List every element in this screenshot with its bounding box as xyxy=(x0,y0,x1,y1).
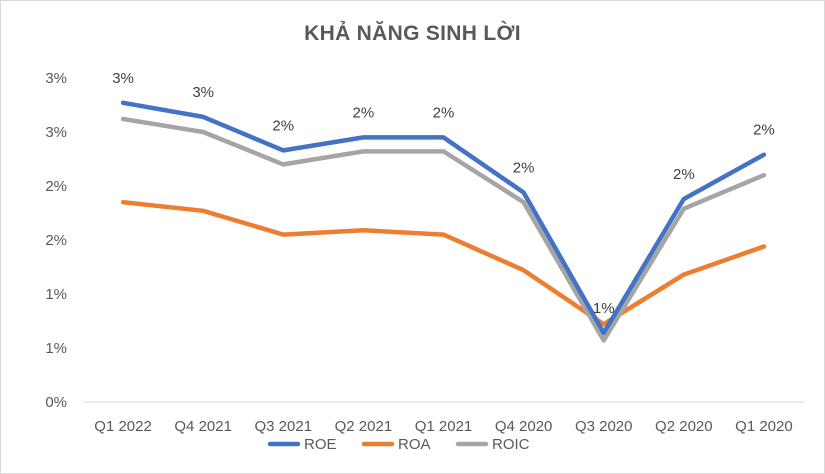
y-tick-label: 3% xyxy=(45,70,67,87)
data-label: 2% xyxy=(433,104,455,121)
x-tick-label: Q1 2022 xyxy=(94,418,152,435)
data-label: 2% xyxy=(513,159,535,176)
x-tick-label: Q3 2020 xyxy=(575,418,633,435)
legend-label: ROE xyxy=(304,436,337,453)
y-tick-label: 1% xyxy=(45,286,67,303)
data-label: 2% xyxy=(272,117,294,134)
x-tick-label: Q2 2020 xyxy=(655,418,713,435)
y-tick-label: 0% xyxy=(45,394,67,411)
x-tick-label: Q2 2021 xyxy=(335,418,393,435)
x-tick-label: Q4 2020 xyxy=(495,418,553,435)
legend-label: ROA xyxy=(398,436,431,453)
data-label: 3% xyxy=(192,84,214,101)
series-line-roe xyxy=(120,100,767,336)
x-tick-label: Q3 2021 xyxy=(255,418,313,435)
data-label: 2% xyxy=(673,166,695,183)
x-tick-label: Q1 2021 xyxy=(415,418,473,435)
series-line-roa xyxy=(120,199,767,327)
legend-label: ROIC xyxy=(492,436,530,453)
data-label: 2% xyxy=(753,122,775,139)
y-tick-label: 3% xyxy=(45,124,67,141)
data-label: 2% xyxy=(353,104,375,121)
y-tick-label: 2% xyxy=(45,232,67,249)
y-tick-label: 1% xyxy=(45,340,67,357)
x-tick-label: Q4 2021 xyxy=(174,418,232,435)
series-line-roic xyxy=(120,116,767,343)
y-tick-label: 2% xyxy=(45,178,67,195)
data-label: 1% xyxy=(593,300,615,317)
chart-title: KHẢ NĂNG SINH LỜI xyxy=(304,22,521,45)
data-label: 3% xyxy=(112,70,134,87)
x-tick-label: Q1 2020 xyxy=(735,418,793,435)
